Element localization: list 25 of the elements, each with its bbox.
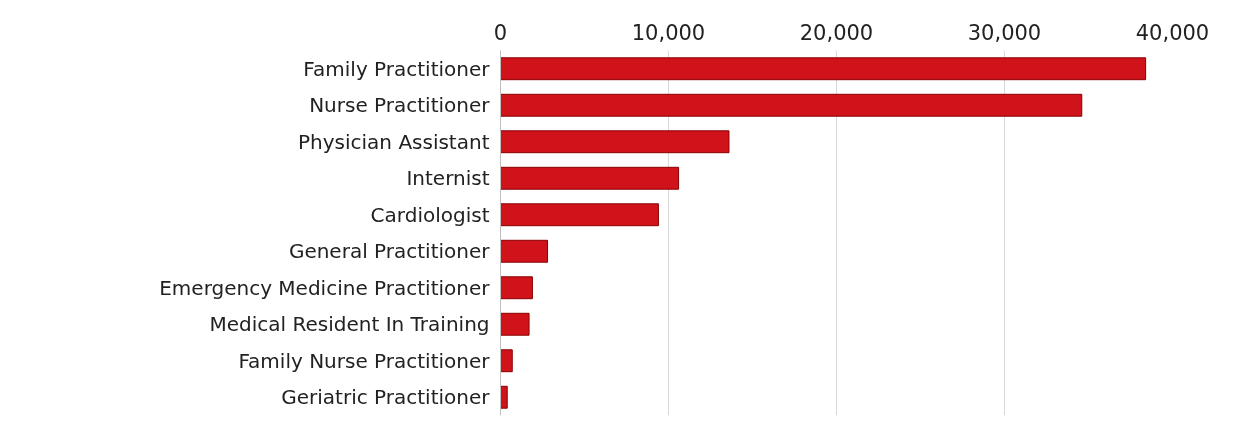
bar xyxy=(500,239,549,263)
bar xyxy=(500,166,680,190)
x-tick-label: 40,000 xyxy=(1135,20,1210,45)
bar xyxy=(500,349,513,373)
x-tick-label: 10,000 xyxy=(631,20,706,45)
x-tick-label: 30,000 xyxy=(967,20,1042,45)
y-tick-label: Emergency Medicine Practitioner xyxy=(159,275,491,300)
bar xyxy=(500,385,508,409)
bar xyxy=(500,276,533,300)
y-tick-label: Family Nurse Practitioner xyxy=(238,348,491,373)
bar xyxy=(500,130,730,154)
bar xyxy=(500,93,1083,117)
y-tick-label: General Practitioner xyxy=(288,239,491,264)
y-tick-label: Cardiologist xyxy=(370,202,490,227)
y-tick-label: Family Practitioner xyxy=(303,56,491,81)
bar xyxy=(500,203,659,227)
y-tick-label: Physician Assistant xyxy=(298,129,490,154)
y-tick-label: Nurse Practitioner xyxy=(309,93,491,118)
x-tick-label: 20,000 xyxy=(799,20,874,45)
y-tick-label: Internist xyxy=(406,166,490,191)
y-tick-label: Geriatric Practitioner xyxy=(281,385,491,410)
bar xyxy=(500,57,1147,81)
x-tick-label: 0 xyxy=(493,20,508,45)
y-tick-label: Medical Resident In Training xyxy=(209,312,490,337)
bar xyxy=(500,312,530,336)
